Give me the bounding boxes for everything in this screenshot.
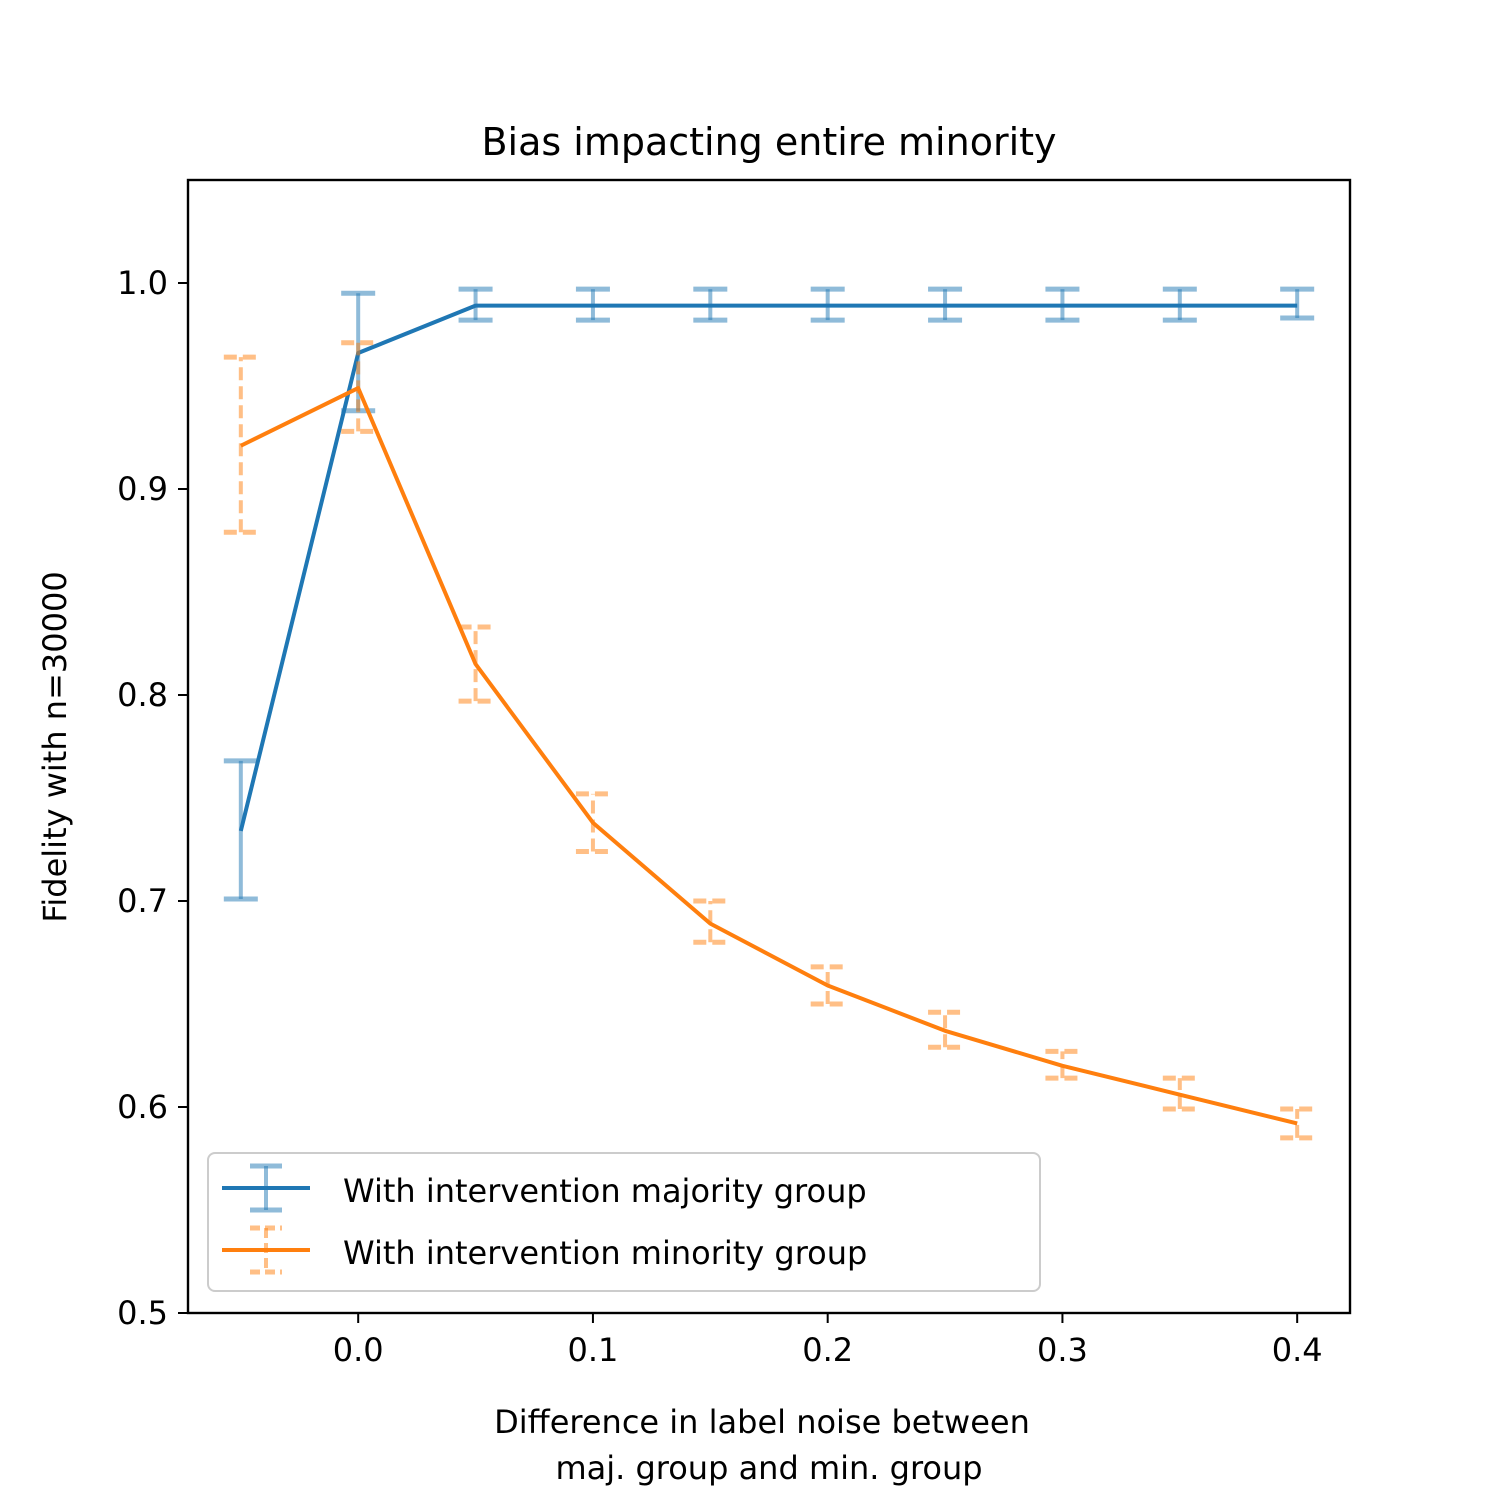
- data-layer: [223, 286, 1315, 1141]
- x-tick-label: 0.2: [802, 1331, 853, 1369]
- line-minority: [239, 386, 1298, 1126]
- y-tick-label: 1.0: [117, 264, 168, 302]
- x-tick-label: 0.0: [333, 1331, 384, 1369]
- x-axis-label-line-2: maj. group and min. group: [555, 1449, 982, 1487]
- plot-area: [188, 180, 1350, 1313]
- legend-label-majority: With intervention majority group: [343, 1172, 867, 1210]
- x-axis-label-line-1: Difference in label noise between: [494, 1403, 1030, 1441]
- x-tick-label: 0.1: [567, 1331, 618, 1369]
- plot-frame: [186, 178, 1352, 1315]
- legend-label-minority: With intervention minority group: [343, 1234, 867, 1272]
- y-tick-label: 0.9: [117, 470, 168, 508]
- series-majority: [223, 286, 1315, 902]
- series-minority: [223, 340, 1315, 1141]
- y-tick-label: 0.5: [117, 1294, 168, 1332]
- y-tick-label: 0.6: [117, 1088, 168, 1126]
- axes-layer: 0.0 0.1 0.2 0.3 0.4 0.5 0.6 0.7 0.8 0.9 1.0: [117, 264, 1323, 1369]
- legend-handles: [222, 1163, 310, 1275]
- legend-box: [207, 1152, 1041, 1292]
- y-tick-label: 0.7: [117, 882, 168, 920]
- line-majority: [238, 303, 1298, 832]
- x-tick-label: 0.4: [1272, 1331, 1323, 1369]
- y-tick-label: 0.8: [117, 676, 168, 714]
- chart-title: Bias impacting entire minority: [481, 120, 1056, 164]
- legend: With intervention majority group With in…: [207, 1152, 1041, 1292]
- x-tick-label: 0.3: [1037, 1331, 1088, 1369]
- y-axis-label: Fidelity with n=30000: [36, 571, 74, 922]
